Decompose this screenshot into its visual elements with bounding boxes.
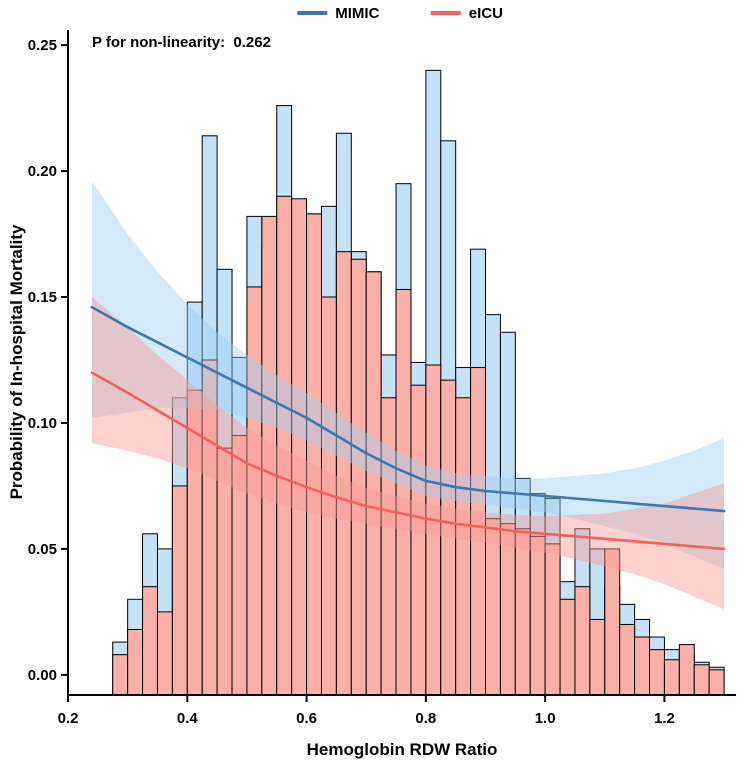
histogram-bar: [649, 649, 665, 696]
histogram-bar: [529, 535, 546, 696]
histogram-bar: [663, 659, 680, 696]
legend-item-mimic: MIMIC: [297, 5, 380, 22]
histogram-bar: [306, 213, 322, 696]
nonlinearity-annotation: P for non-linearity: 0.262: [92, 34, 271, 51]
x-tick-label: 0.4: [177, 710, 199, 727]
spline-line-eicu: [90, 371, 726, 551]
histogram-bar: [350, 258, 367, 696]
histogram-bar: [380, 397, 397, 696]
axes: [67, 30, 736, 696]
x-tick-label: 0.8: [415, 710, 436, 727]
x-tick-label: 0.2: [58, 710, 79, 727]
y-tick-label: 0.20: [28, 163, 57, 180]
histogram-bar: [678, 644, 695, 696]
histogram-bar: [559, 598, 576, 696]
legend-label: eICU: [469, 5, 503, 22]
histogram-bar: [455, 397, 472, 696]
histogram-eicu: [112, 195, 725, 696]
chart-legend: MIMIC eICU: [297, 5, 503, 22]
histogram-bar: [156, 611, 173, 696]
histogram-bar: [112, 654, 129, 696]
histogram-bar: [619, 623, 636, 696]
histogram-bar: [365, 271, 382, 696]
confidence-band-eicu: [91, 297, 725, 610]
histogram-bar: [276, 195, 293, 696]
y-axis-ticks: 0.00 0.05 0.10 0.15 0.20 0.25: [28, 37, 68, 684]
x-tick-label: 0.6: [296, 710, 317, 727]
x-tick-label: 1.0: [535, 710, 556, 727]
histogram-bar: [171, 485, 188, 696]
histogram-bar: [499, 523, 516, 696]
histogram-bar: [693, 664, 710, 696]
x-tick-label: 1.2: [654, 710, 675, 727]
spline-line-mimic: [90, 305, 726, 513]
histogram-bar: [142, 586, 158, 696]
histogram-bar: [634, 636, 651, 696]
histogram-bar: [574, 586, 591, 696]
histogram-bar: [544, 543, 561, 696]
plot-area: 0.2 0.4 0.6 0.8 1.0 1.20.000.050.100.150.200.…: [28, 30, 736, 727]
histogram-bar: [589, 618, 606, 696]
histogram-bar: [514, 528, 531, 696]
y-tick-label: 0.00: [28, 667, 57, 684]
histogram-bar: [335, 251, 352, 696]
histogram-bar: [410, 384, 427, 696]
histogram-bar: [291, 198, 308, 696]
confidence-band-mimic: [91, 181, 725, 570]
y-tick-label: 0.15: [28, 289, 57, 306]
x-axis-title: Hemoglobin RDW Ratio: [307, 740, 498, 759]
legend-item-eicu: eICU: [430, 5, 503, 22]
histogram-bar: [127, 629, 144, 696]
histogram-bar: [604, 548, 621, 696]
legend-label: MIMIC: [335, 5, 379, 22]
y-tick-label: 0.05: [28, 541, 57, 558]
y-tick-label: 0.25: [28, 37, 57, 54]
x-axis-ticks: 0.2 0.4 0.6 0.8 1.0 1.2: [58, 695, 675, 727]
y-axis-title: Probability of In-hospital Mortality: [7, 224, 26, 499]
histogram-bar: [395, 288, 412, 696]
histogram-bar: [708, 669, 725, 696]
y-tick-label: 0.10: [28, 415, 57, 432]
histogram-bar: [485, 518, 501, 696]
